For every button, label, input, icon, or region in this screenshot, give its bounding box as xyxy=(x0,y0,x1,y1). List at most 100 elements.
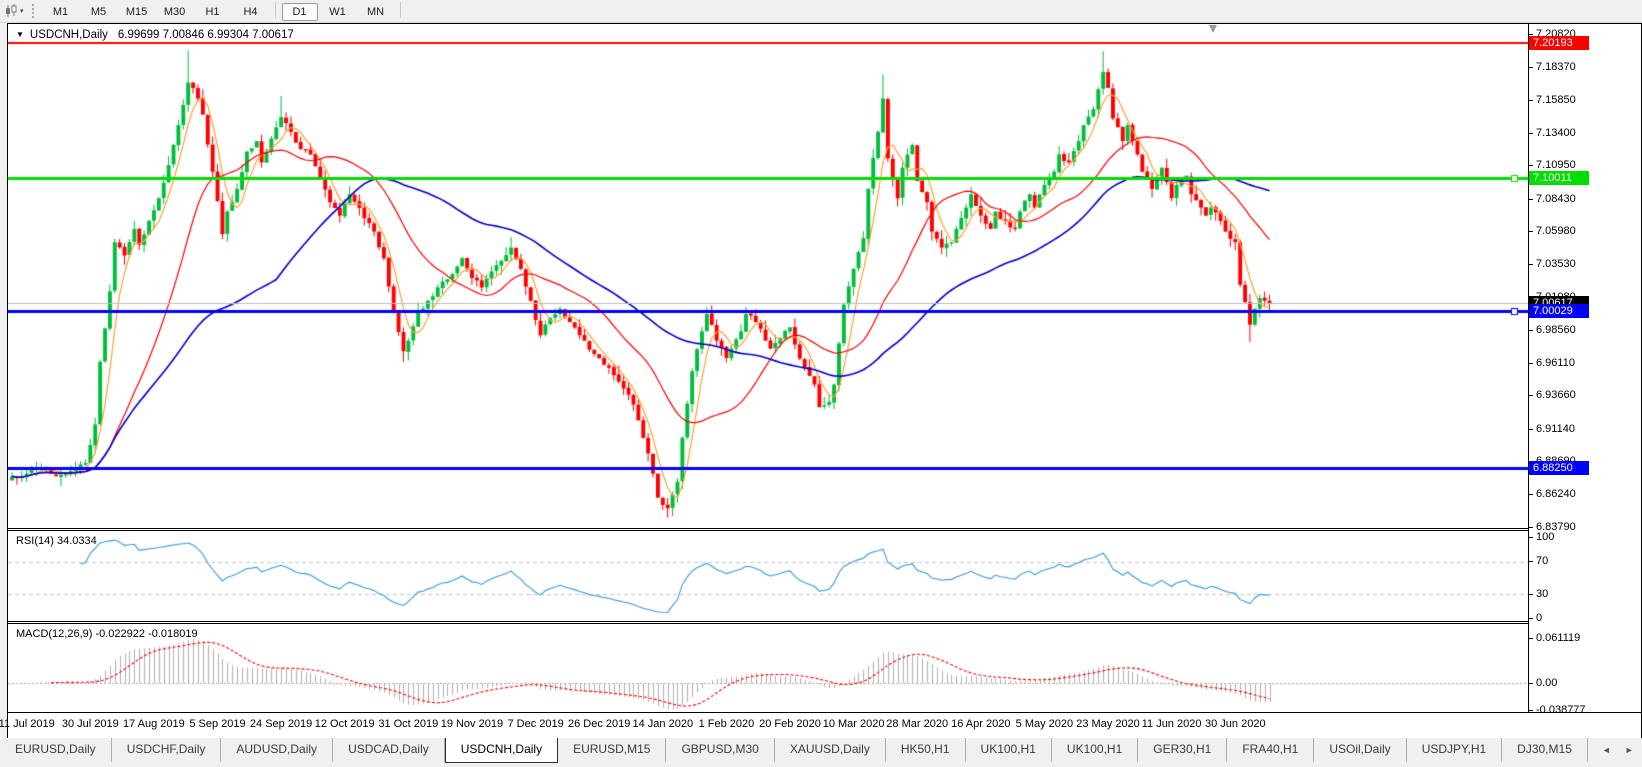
price-tick-label: 7.10950 xyxy=(1536,159,1576,172)
price-tick-dash xyxy=(1529,494,1533,495)
date-label: 12 Oct 2019 xyxy=(314,718,375,730)
price-tick-dash xyxy=(1529,363,1533,364)
date-label: 11 Jun 2020 xyxy=(1141,718,1202,730)
chart-tabbar: EURUSD,Daily USDCHF,Daily AUDUSD,Daily USDC… xyxy=(0,738,1642,767)
date-label: 19 Nov 2019 xyxy=(440,718,504,730)
timeframe-button-m1[interactable]: M1 xyxy=(52,5,69,18)
timeframe-buttons: M1 M5 M15 M30 H1 H4 D1 W1 MN xyxy=(42,2,406,21)
date-label: 10 Mar 2020 xyxy=(822,718,885,730)
chart-tab-gbpusd-m30[interactable]: GBPUSD,M30 xyxy=(666,738,775,762)
macd-tick-dash xyxy=(1529,638,1533,639)
pane-separator-rsi[interactable] xyxy=(8,528,1528,529)
time-axis[interactable]: 11 Jul 2019 30 Jul 2019 17 Aug 2019 5 Sep 2… xyxy=(0,713,1528,737)
chart-tab-hk50-h1[interactable]: HK50,H1 xyxy=(886,738,966,762)
chart-type-icon[interactable] xyxy=(2,3,20,19)
price-tick-dash xyxy=(1529,527,1533,528)
chart-tab-usdjpy-h1[interactable]: USDJPY,H1 xyxy=(1407,738,1503,762)
price-tick-label: 7.18370 xyxy=(1536,60,1576,73)
date-label: 23 May 2020 xyxy=(1076,718,1140,730)
pane-separator-macd-bottom[interactable] xyxy=(8,623,1528,624)
chart-tab-dj30-m15[interactable]: DJ30,M15 xyxy=(1502,738,1588,762)
price-tick-label: 7.15850 xyxy=(1536,94,1576,107)
toolbar-grip[interactable] xyxy=(31,4,34,18)
tabs-scroll-right-icon[interactable]: ► xyxy=(1624,745,1634,755)
rsi-tick-label: 100 xyxy=(1536,531,1555,544)
rsi-indicator-label: RSI(14) 34.0334 xyxy=(16,535,97,547)
timeframe-button-h4[interactable]: H4 xyxy=(243,5,258,18)
price-tick-label: 7.13400 xyxy=(1536,126,1576,139)
price-axis[interactable]: 7.20820 7.18370 7.15850 7.13400 7.10950 7.084… xyxy=(1529,24,1642,737)
chart-tab-fra40-h1[interactable]: FRA40,H1 xyxy=(1227,738,1315,762)
price-tick-label: 7.03530 xyxy=(1536,257,1576,270)
toolbar: ▾ M1 M5 M15 M30 H1 H4 D1 W1 MN xyxy=(0,0,1642,23)
timeframe-button-m5[interactable]: M5 xyxy=(90,5,107,18)
date-label: 26 Dec 2019 xyxy=(567,718,631,730)
chart-tab-eurusd-daily[interactable]: EURUSD,Daily xyxy=(0,738,112,762)
date-label: 30 Jun 2020 xyxy=(1205,718,1266,730)
date-label: 28 Mar 2020 xyxy=(886,718,949,730)
date-label: 5 May 2020 xyxy=(1015,718,1074,730)
macd-indicator-label: MACD(12,26,9) -0.022922 -0.018019 xyxy=(16,628,198,640)
time-axis-separator xyxy=(8,712,1641,713)
date-label: 5 Sep 2019 xyxy=(189,718,246,730)
price-tick-label: 6.93660 xyxy=(1536,389,1576,402)
timeframe-button-d1[interactable]: D1 xyxy=(281,2,318,21)
hline-price-label: 7.20193 xyxy=(1529,35,1589,50)
price-tick-label: 7.05980 xyxy=(1536,225,1576,238)
tabs-scroll-controls: ◄ ► xyxy=(1588,738,1642,762)
tabs-scroll-left-icon[interactable]: ◄ xyxy=(1601,745,1611,755)
chart-type-dropdown-icon[interactable]: ▾ xyxy=(20,8,24,15)
rsi-tick-label: 0 xyxy=(1536,612,1543,625)
hline-price-label: 7.10011 xyxy=(1529,171,1589,186)
pane-separator-rsi-bottom[interactable] xyxy=(8,530,1528,531)
timeframe-button-m15[interactable]: M15 xyxy=(125,5,148,18)
price-tick-dash xyxy=(1529,165,1533,166)
date-label: 24 Sep 2019 xyxy=(249,718,313,730)
chart-tab-eurusd-m15[interactable]: EURUSD,M15 xyxy=(558,738,667,762)
chart-tab-ger30-h1[interactable]: GER30,H1 xyxy=(1138,738,1228,762)
symbol-caret-icon[interactable]: ▼ xyxy=(16,30,24,39)
date-label: 30 Jul 2019 xyxy=(61,718,119,730)
macd-tick-dash xyxy=(1529,683,1533,684)
chart-tab-uk100-h1[interactable]: UK100,H1 xyxy=(1052,738,1139,762)
price-tick-dash xyxy=(1529,264,1533,265)
price-chart-canvas[interactable] xyxy=(8,24,1528,528)
price-tick-dash xyxy=(1529,34,1533,35)
macd-tick-label: 0.061119 xyxy=(1536,632,1581,645)
chart-title: ▼ USDCNH,Daily 6.99699 7.00846 6.99304 7.0… xyxy=(16,29,294,41)
chart-tab-xauusd-daily[interactable]: XAUUSD,Daily xyxy=(775,738,886,762)
timeframe-button-m30[interactable]: M30 xyxy=(163,5,186,18)
chart-shift-marker[interactable] xyxy=(1209,25,1217,33)
rsi-tick-dash xyxy=(1529,537,1533,538)
hline-price-label: 7.00029 xyxy=(1529,303,1589,318)
date-label: 14 Jan 2020 xyxy=(632,718,694,730)
chart-window: ▼ USDCNH,Daily 6.99699 7.00846 6.99304 7.0… xyxy=(0,23,1642,740)
chart-tab-audusd-daily[interactable]: AUDUSD,Daily xyxy=(221,738,334,762)
macd-pane-canvas[interactable] xyxy=(8,624,1528,712)
price-tick-dash xyxy=(1529,429,1533,430)
toolbar-divider xyxy=(399,2,401,19)
price-tick-label: 7.08430 xyxy=(1536,192,1576,205)
macd-tick-dash xyxy=(1529,710,1533,711)
rsi-tick-dash xyxy=(1529,618,1533,619)
chart-tab-usoil-daily[interactable]: USOil,Daily xyxy=(1314,738,1407,762)
chart-tab-uk100-h1[interactable]: UK100,H1 xyxy=(966,738,1052,762)
timeframe-button-h1[interactable]: H1 xyxy=(205,5,220,18)
chart-tab-usdcad-daily[interactable]: USDCAD,Daily xyxy=(333,738,445,762)
macd-tick-label: -0.038777 xyxy=(1536,704,1586,717)
timeframe-button-w1[interactable]: W1 xyxy=(329,5,346,18)
date-label: 7 Dec 2019 xyxy=(507,718,564,730)
chart-tab-usdchf-daily[interactable]: USDCHF,Daily xyxy=(112,738,222,762)
date-label: 31 Oct 2019 xyxy=(378,718,439,730)
rsi-tick-label: 70 xyxy=(1536,555,1549,568)
date-label: 1 Feb 2020 xyxy=(698,718,755,730)
rsi-pane-canvas[interactable] xyxy=(8,531,1528,621)
date-label: 11 Jul 2019 xyxy=(0,718,55,730)
price-tick-dash xyxy=(1529,100,1533,101)
price-tick-dash xyxy=(1529,330,1533,331)
chart-tab-usdcnh-daily[interactable]: USDCNH,Daily xyxy=(444,738,559,763)
date-label: 16 Apr 2020 xyxy=(951,718,1011,730)
price-tick-dash xyxy=(1529,133,1533,134)
timeframe-button-mn[interactable]: MN xyxy=(366,5,385,18)
pane-separator-macd[interactable] xyxy=(8,621,1528,622)
